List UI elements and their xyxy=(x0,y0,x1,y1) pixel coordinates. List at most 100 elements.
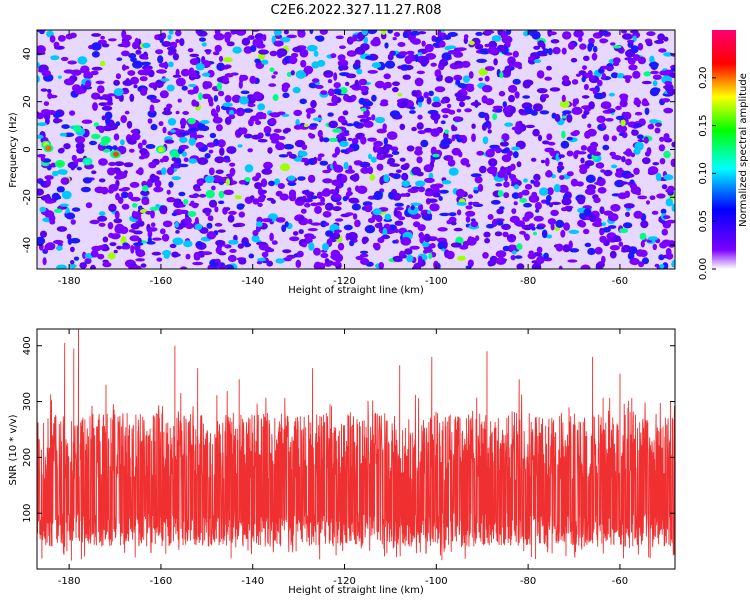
heatmap-blob xyxy=(638,261,645,268)
heatmap-blob xyxy=(459,101,465,108)
heatmap-blob xyxy=(299,216,304,222)
snr-x-tick-label: -100 xyxy=(425,576,448,587)
heatmap-blob xyxy=(409,110,416,114)
heatmap-blob xyxy=(222,57,233,63)
heatmap-blob xyxy=(187,48,194,53)
heatmap-blob xyxy=(636,249,645,257)
heatmap-blob xyxy=(382,123,387,131)
heatmap-blob xyxy=(547,141,556,146)
heatmap-blob xyxy=(229,167,236,176)
spectrogram-y-tick-label: -20 xyxy=(22,189,33,205)
heatmap-blob xyxy=(502,245,510,252)
heatmap-blob xyxy=(506,41,511,48)
heatmap-blob xyxy=(597,79,603,87)
heatmap-blob xyxy=(39,30,45,35)
heatmap-blob xyxy=(417,130,426,135)
spectrogram-x-tick-label: -80 xyxy=(520,276,536,287)
heatmap-blob xyxy=(175,39,180,43)
heatmap-blob xyxy=(601,122,606,129)
heatmap-blob xyxy=(249,195,255,201)
heatmap-blob xyxy=(211,185,216,191)
heatmap-blob xyxy=(188,137,196,146)
heatmap-blob xyxy=(414,77,424,87)
heatmap-blob xyxy=(642,257,649,265)
heatmap-blob xyxy=(61,124,70,129)
heatmap-blob xyxy=(254,58,261,64)
heatmap-blob xyxy=(122,79,133,86)
heatmap-blob xyxy=(370,39,381,47)
heatmap-blob xyxy=(318,153,325,158)
heatmap-blob xyxy=(559,100,570,108)
heatmap-blob xyxy=(191,203,199,209)
heatmap-blob xyxy=(360,107,367,112)
heatmap-blob xyxy=(362,100,374,107)
heatmap-blob xyxy=(384,213,392,221)
heatmap-blob xyxy=(595,262,603,269)
heatmap-blob xyxy=(181,151,187,157)
snr-x-tick-label: -80 xyxy=(520,576,536,587)
heatmap-blob xyxy=(261,59,269,65)
heatmap-blob xyxy=(299,98,308,105)
heatmap-blob xyxy=(98,127,105,134)
heatmap-blob xyxy=(138,220,145,227)
heatmap-blob xyxy=(566,136,573,141)
heatmap-blob xyxy=(142,185,149,192)
heatmap-blob xyxy=(168,61,174,68)
heatmap-blob xyxy=(70,246,75,253)
heatmap-blob xyxy=(401,180,411,187)
heatmap-blob xyxy=(346,123,354,127)
heatmap-blob xyxy=(114,223,125,233)
heatmap-blob xyxy=(485,149,495,158)
heatmap-blob xyxy=(308,132,313,137)
heatmap-blob xyxy=(333,164,344,173)
heatmap-blob xyxy=(219,147,225,156)
heatmap-blob xyxy=(525,124,535,129)
spectrogram-panel: -180 -160 -140 -120 -100 -80 -60 -40 -20 0 20 40 H… xyxy=(8,29,676,296)
heatmap-blob xyxy=(647,123,655,130)
heatmap-blob xyxy=(333,229,342,233)
heatmap-blob xyxy=(162,110,173,116)
heatmap-blob xyxy=(303,233,315,239)
heatmap-blob xyxy=(599,38,608,44)
heatmap-blob xyxy=(502,231,509,238)
heatmap-blob xyxy=(307,174,316,183)
heatmap-blob xyxy=(181,85,188,91)
heatmap-blob xyxy=(99,60,106,67)
heatmap-blob xyxy=(198,193,207,198)
heatmap-blob xyxy=(227,254,237,263)
heatmap-blob xyxy=(659,241,668,249)
heatmap-blob xyxy=(237,144,243,148)
heatmap-blob xyxy=(120,115,127,124)
heatmap-blob xyxy=(641,80,652,85)
heatmap-blob xyxy=(583,228,590,235)
heatmap-blob xyxy=(514,221,519,226)
heatmap-blob xyxy=(97,85,105,94)
heatmap-blob xyxy=(575,73,581,77)
heatmap-blob xyxy=(372,208,382,216)
heatmap-blob xyxy=(226,41,235,47)
heatmap-blob xyxy=(81,119,93,124)
heatmap-blob xyxy=(371,62,382,69)
heatmap-blob xyxy=(146,94,157,101)
heatmap-blob xyxy=(637,195,648,200)
heatmap-blob xyxy=(576,181,584,187)
heatmap-blob xyxy=(423,164,434,173)
heatmap-blob xyxy=(640,220,649,229)
heatmap-blob xyxy=(432,42,440,47)
heatmap-blob xyxy=(234,195,242,200)
heatmap-blob xyxy=(607,213,619,222)
heatmap-blob xyxy=(320,90,328,95)
heatmap-blob xyxy=(664,83,674,92)
heatmap-blob xyxy=(70,260,75,265)
heatmap-blob xyxy=(610,204,621,212)
heatmap-blob xyxy=(308,242,315,251)
heatmap-blob xyxy=(166,167,175,176)
heatmap-blob xyxy=(400,64,410,71)
heatmap-blob xyxy=(571,79,579,85)
heatmap-blob xyxy=(150,222,156,227)
heatmap-blob xyxy=(131,203,138,208)
heatmap-blob xyxy=(438,189,449,194)
heatmap-blob xyxy=(306,112,311,119)
heatmap-blob xyxy=(444,129,449,134)
heatmap-blob xyxy=(577,197,586,205)
